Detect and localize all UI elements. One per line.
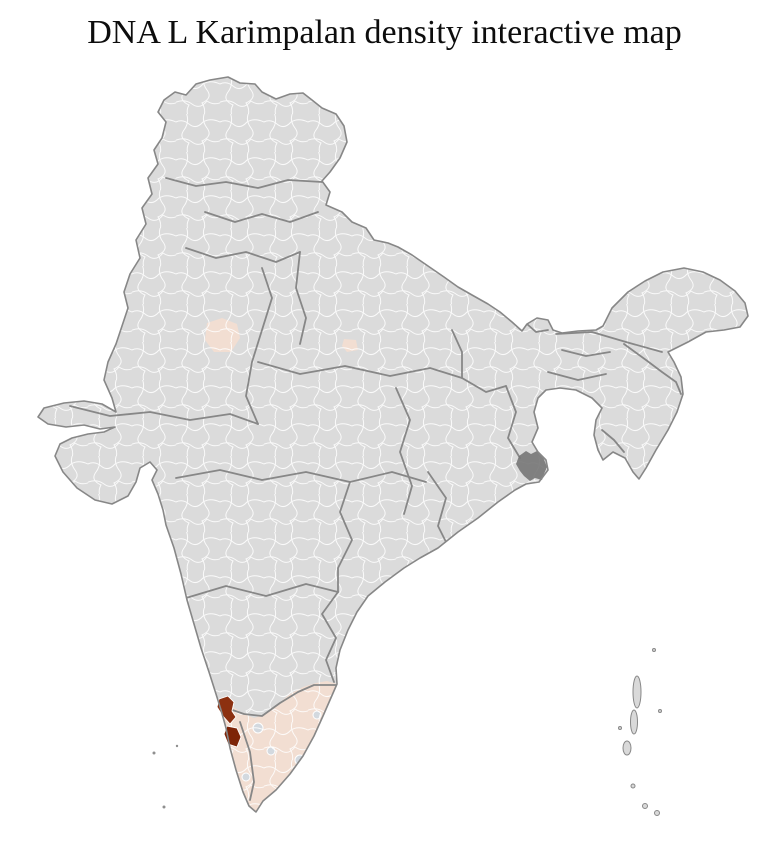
coastline-outline xyxy=(37,76,749,813)
region-high-density-district-upper[interactable] xyxy=(216,695,237,725)
page-title: DNA L Karimpalan density interactive map xyxy=(87,14,682,51)
delta-shading xyxy=(516,451,547,481)
lakshadweep-islets[interactable] xyxy=(152,744,179,809)
state-borders xyxy=(69,177,682,801)
district-boundaries-overlay xyxy=(38,77,748,812)
andaman-nicobar-islands[interactable] xyxy=(618,648,662,816)
